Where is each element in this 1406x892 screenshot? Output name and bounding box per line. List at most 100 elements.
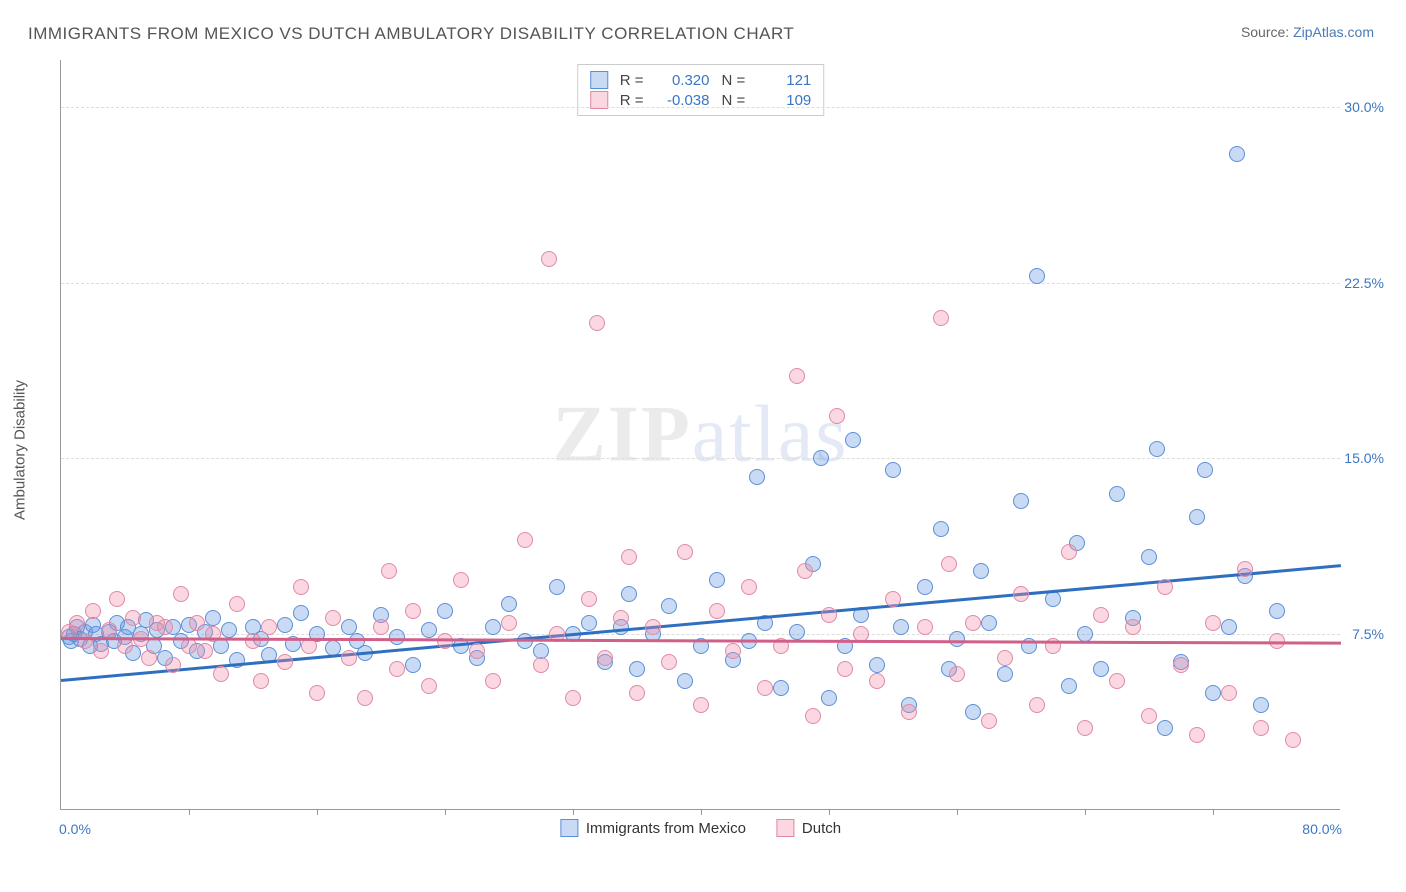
data-point-dutch — [157, 619, 173, 635]
data-point-dutch — [117, 638, 133, 654]
data-point-dutch — [1285, 732, 1301, 748]
data-point-mexico — [1045, 591, 1061, 607]
legend-label: Dutch — [802, 820, 841, 837]
x-tick — [189, 809, 190, 815]
data-point-mexico — [485, 619, 501, 635]
data-point-dutch — [1173, 657, 1189, 673]
data-point-dutch — [965, 615, 981, 631]
gridline — [61, 458, 1340, 459]
legend-item-mexico: Immigrants from Mexico — [560, 819, 746, 837]
data-point-dutch — [645, 619, 661, 635]
y-tick-label: 22.5% — [1336, 275, 1384, 291]
gridline — [61, 283, 1340, 284]
data-point-mexico — [1269, 603, 1285, 619]
data-point-dutch — [677, 544, 693, 560]
data-point-mexico — [773, 680, 789, 696]
data-point-dutch — [901, 704, 917, 720]
data-point-mexico — [709, 572, 725, 588]
data-point-mexico — [1109, 486, 1125, 502]
data-point-mexico — [1221, 619, 1237, 635]
data-point-dutch — [245, 633, 261, 649]
data-point-mexico — [885, 462, 901, 478]
data-point-dutch — [941, 556, 957, 572]
data-point-dutch — [829, 408, 845, 424]
legend-item-dutch: Dutch — [776, 819, 841, 837]
data-point-mexico — [965, 704, 981, 720]
data-point-dutch — [373, 619, 389, 635]
data-point-dutch — [589, 315, 605, 331]
data-point-mexico — [813, 450, 829, 466]
data-point-mexico — [221, 622, 237, 638]
data-point-dutch — [469, 643, 485, 659]
data-point-mexico — [1029, 268, 1045, 284]
data-point-dutch — [141, 650, 157, 666]
data-point-dutch — [997, 650, 1013, 666]
data-point-mexico — [437, 603, 453, 619]
data-point-dutch — [277, 654, 293, 670]
plot-area: ZIPatlas R =0.320N =121R =-0.038N =109 I… — [60, 60, 1340, 810]
data-point-dutch — [725, 643, 741, 659]
data-point-dutch — [1077, 720, 1093, 736]
data-point-mexico — [869, 657, 885, 673]
x-axis-min-label: 0.0% — [59, 821, 91, 837]
stats-legend: R =0.320N =121R =-0.038N =109 — [577, 64, 825, 116]
watermark: ZIPatlas — [553, 389, 849, 480]
data-point-mexico — [549, 579, 565, 595]
data-point-dutch — [213, 666, 229, 682]
data-point-mexico — [845, 432, 861, 448]
source-attribution: Source: ZipAtlas.com — [1241, 24, 1374, 40]
data-point-dutch — [1109, 673, 1125, 689]
data-point-mexico — [893, 619, 909, 635]
gridline — [61, 107, 1340, 108]
data-point-dutch — [837, 661, 853, 677]
data-point-mexico — [917, 579, 933, 595]
data-point-dutch — [1221, 685, 1237, 701]
x-tick — [829, 809, 830, 815]
x-tick — [1213, 809, 1214, 815]
data-point-mexico — [1229, 146, 1245, 162]
data-point-dutch — [1237, 561, 1253, 577]
data-point-mexico — [621, 586, 637, 602]
data-point-mexico — [293, 605, 309, 621]
data-point-dutch — [757, 680, 773, 696]
x-tick — [701, 809, 702, 815]
data-point-dutch — [381, 563, 397, 579]
data-point-dutch — [581, 591, 597, 607]
bottom-legend: Immigrants from Mexico Dutch — [560, 819, 841, 837]
data-point-mexico — [1013, 493, 1029, 509]
data-point-dutch — [621, 549, 637, 565]
data-point-dutch — [1189, 727, 1205, 743]
y-tick-label: 15.0% — [1336, 450, 1384, 466]
watermark-bold: ZIP — [553, 390, 692, 478]
data-point-dutch — [541, 251, 557, 267]
data-point-dutch — [173, 586, 189, 602]
data-point-mexico — [517, 633, 533, 649]
data-point-dutch — [181, 638, 197, 654]
data-point-dutch — [517, 532, 533, 548]
source-link[interactable]: ZipAtlas.com — [1293, 24, 1374, 40]
data-point-mexico — [1093, 661, 1109, 677]
data-point-mexico — [981, 615, 997, 631]
data-point-dutch — [437, 633, 453, 649]
legend-label: Immigrants from Mexico — [586, 820, 746, 837]
data-point-dutch — [1157, 579, 1173, 595]
data-point-mexico — [277, 617, 293, 633]
data-point-dutch — [565, 690, 581, 706]
data-point-dutch — [821, 607, 837, 623]
data-point-dutch — [421, 678, 437, 694]
data-point-mexico — [1157, 720, 1173, 736]
data-point-dutch — [357, 690, 373, 706]
data-point-mexico — [1189, 509, 1205, 525]
y-axis-label: Ambulatory Disability — [12, 380, 29, 520]
data-point-mexico — [677, 673, 693, 689]
data-point-mexico — [933, 521, 949, 537]
stat-n-value: 121 — [757, 72, 811, 89]
data-point-dutch — [693, 697, 709, 713]
data-point-dutch — [629, 685, 645, 701]
data-point-mexico — [997, 666, 1013, 682]
x-tick — [317, 809, 318, 815]
stat-n-label: N = — [722, 72, 746, 89]
data-point-dutch — [1061, 544, 1077, 560]
chart-container: Ambulatory Disability ZIPatlas R =0.320N… — [48, 60, 1378, 840]
data-point-dutch — [405, 603, 421, 619]
